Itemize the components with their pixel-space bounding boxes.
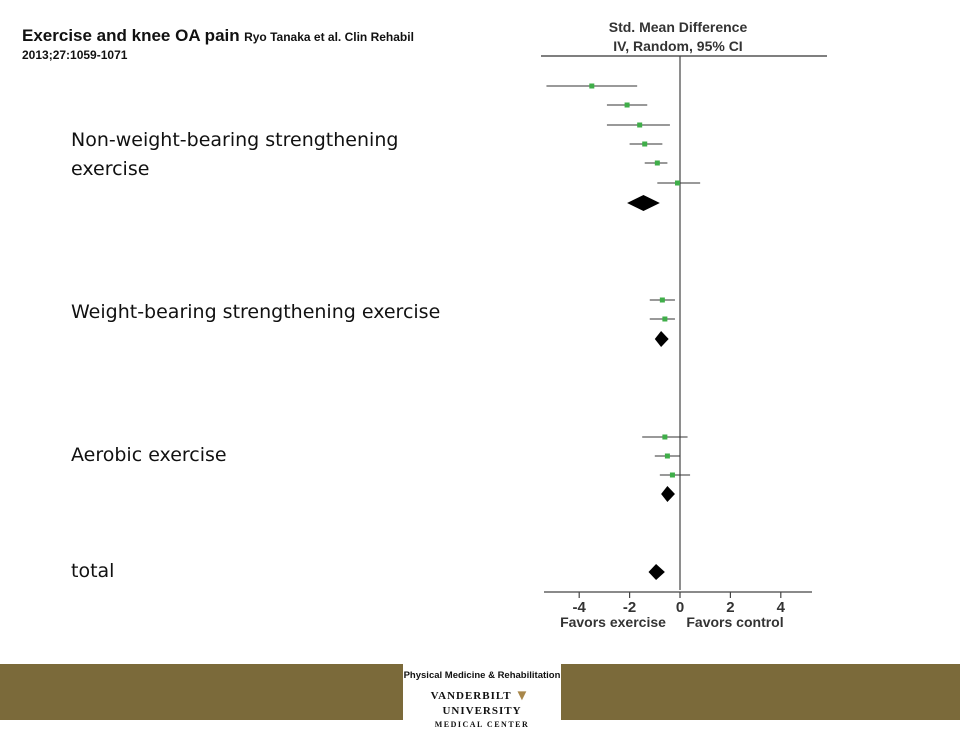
study-point: [662, 434, 668, 440]
chart-header-line1: Std. Mean Difference: [609, 19, 748, 35]
study-point: [659, 297, 665, 303]
x-label-right: Favors control: [686, 614, 783, 630]
study-point: [642, 141, 648, 147]
study-point: [589, 83, 595, 89]
title-main: Exercise and knee OA pain: [22, 26, 240, 45]
x-ticks: -4 -2 0 2 4: [573, 592, 786, 616]
pooled-diamond: [627, 195, 660, 211]
logo-department: Physical Medicine & Rehabilitation: [403, 670, 561, 681]
logo-right-word: UNIVERSITY: [442, 705, 522, 717]
study-point: [624, 102, 630, 108]
pooled-diamond: [661, 486, 675, 502]
chart-header-line2: IV, Random, 95% CI: [613, 38, 742, 54]
x-tick-label: 0: [676, 599, 684, 616]
study-point: [674, 180, 680, 186]
x-tick-label: 4: [777, 599, 786, 616]
x-tick-label: -2: [623, 599, 636, 616]
study-point: [662, 316, 668, 322]
pooled-diamond: [648, 564, 665, 580]
study-point: [669, 472, 675, 478]
x-label-left: Favors exercise: [560, 614, 666, 630]
group-label-non-weight-bearing: Non-weight-bearing strengthening exercis…: [71, 129, 399, 180]
vanderbilt-v-logo-icon: ▼: [514, 688, 531, 704]
logo-left-word: VANDERBILT: [430, 690, 512, 702]
x-tick-label: 2: [726, 599, 734, 616]
x-tick-label: -4: [573, 599, 587, 616]
logo-medical-center: MEDICAL CENTER: [434, 720, 530, 729]
logo-university: VANDERBILT ▼UNIVERSITY: [403, 688, 561, 717]
forest-plot: Std. Mean Difference IV, Random, 95% CI …: [541, 19, 827, 630]
title-citation: Ryo Tanaka et al. Clin Rehabil 2013;27:1…: [22, 30, 414, 63]
study-point: [664, 453, 670, 459]
slide-title: Exercise and knee OA pain Ryo Tanaka et …: [22, 26, 492, 65]
study-point: [637, 122, 643, 128]
group-label-aerobic: Aerobic exercise: [71, 444, 227, 466]
group-label-weight-bearing: Weight-bearing strengthening exercise: [71, 301, 441, 323]
study-point: [654, 160, 660, 166]
study-marks: [546, 83, 701, 580]
group-label-total: total: [71, 560, 115, 582]
pooled-diamond: [654, 331, 669, 347]
institution-logo: Physical Medicine & Rehabilitation VANDE…: [403, 664, 561, 729]
